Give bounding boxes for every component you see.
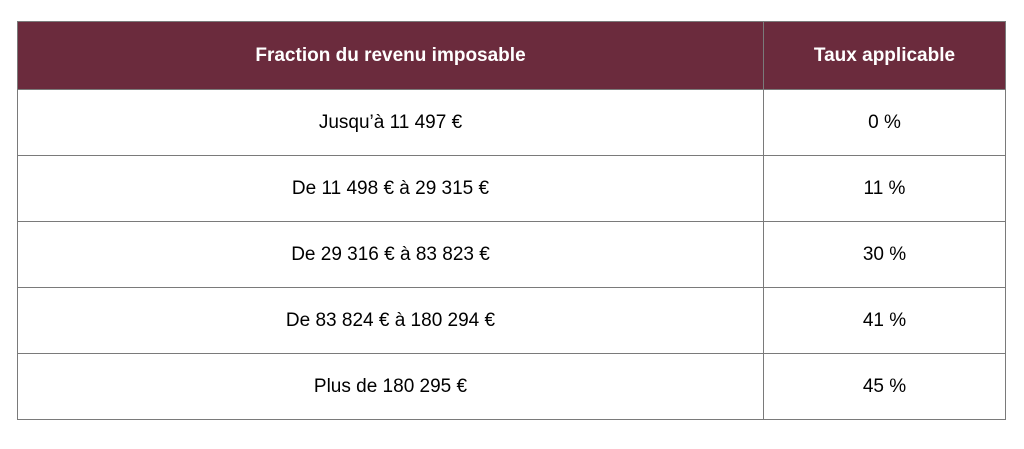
table-row: De 29 316 € à 83 823 € 30 % <box>17 221 1006 288</box>
fraction-cell: Plus de 180 295 € <box>17 353 764 420</box>
table-row: Plus de 180 295 € 45 % <box>17 353 1006 420</box>
fraction-cell: De 11 498 € à 29 315 € <box>17 155 764 222</box>
fraction-cell: Jusqu’à 11 497 € <box>17 89 764 156</box>
column-header-taux: Taux applicable <box>763 21 1006 90</box>
rate-cell: 0 % <box>763 89 1006 156</box>
table-row: De 11 498 € à 29 315 € 11 % <box>17 155 1006 222</box>
column-header-fraction: Fraction du revenu imposable <box>17 21 764 90</box>
fraction-cell: De 29 316 € à 83 823 € <box>17 221 764 288</box>
rate-cell: 11 % <box>763 155 1006 222</box>
rate-cell: 30 % <box>763 221 1006 288</box>
fraction-cell: De 83 824 € à 180 294 € <box>17 287 764 354</box>
rate-cell: 45 % <box>763 353 1006 420</box>
rate-cell: 41 % <box>763 287 1006 354</box>
table-row: De 83 824 € à 180 294 € 41 % <box>17 287 1006 354</box>
table-header-row: Fraction du revenu imposable Taux applic… <box>17 21 1006 90</box>
table-row: Jusqu’à 11 497 € 0 % <box>17 89 1006 156</box>
tax-brackets-table: Fraction du revenu imposable Taux applic… <box>17 21 1006 420</box>
